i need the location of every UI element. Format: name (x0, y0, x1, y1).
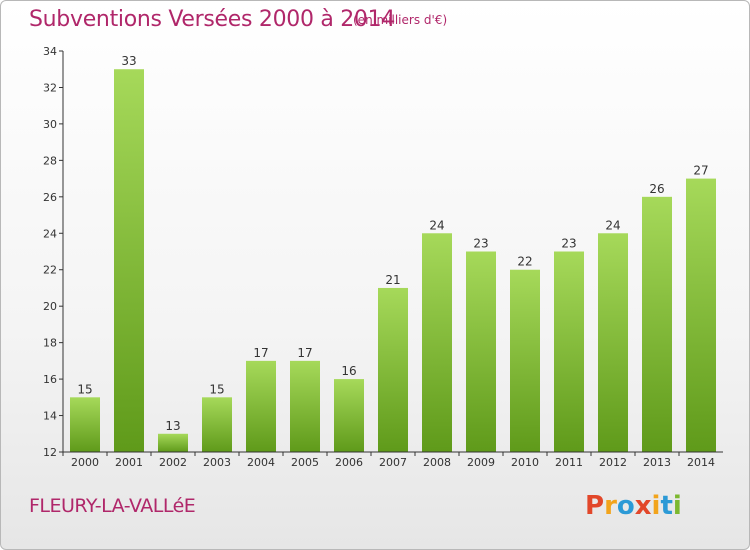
logo-letter: r (604, 491, 617, 521)
x-tick-label-2002: 2002 (159, 456, 187, 469)
x-tick-label-2007: 2007 (379, 456, 407, 469)
bars-group: 15 33 13 15 17 17 16 21 24 23 22 23 24 26 27 (70, 54, 716, 453)
bar-2007 (378, 287, 408, 452)
data-label-2000: 15 (77, 382, 92, 396)
logo-letter: t (660, 491, 673, 521)
y-tick-label-26: 26 (43, 191, 57, 204)
y-tick-label-22: 22 (43, 264, 57, 277)
chart-subtitle: (en milliers d'€) (353, 13, 448, 27)
y-tick-label-28: 28 (43, 154, 57, 167)
x-tick-label-2003: 2003 (203, 456, 231, 469)
x-tick-label-2014: 2014 (687, 456, 715, 469)
x-tick-label-2009: 2009 (467, 456, 495, 469)
bar-2008 (422, 233, 452, 452)
bar-2006 (334, 379, 364, 452)
x-tick-label-2000: 2000 (71, 456, 99, 469)
x-tick-label-2013: 2013 (643, 456, 671, 469)
bar-2011 (554, 251, 584, 452)
data-label-2003: 15 (209, 382, 224, 396)
bar-2001 (114, 69, 144, 453)
x-tick-label-2008: 2008 (423, 456, 451, 469)
bar-2005 (290, 360, 320, 452)
data-label-2007: 21 (385, 273, 400, 287)
bar-2002 (158, 433, 188, 452)
axes-group: 2000 2001 2002 2003 2004 2005 2006 2007 2008 2009… (43, 45, 723, 469)
data-label-2011: 23 (561, 237, 576, 251)
data-label-2012: 24 (605, 218, 620, 232)
data-label-2001: 33 (121, 54, 136, 68)
logo-letter: P (585, 491, 605, 521)
x-tick-label-2004: 2004 (247, 456, 275, 469)
data-label-2008: 24 (429, 218, 444, 232)
proxiti-logo[interactable]: Proxiti (585, 491, 682, 521)
x-tick-label-2001: 2001 (115, 456, 143, 469)
logo-letter: o (616, 491, 635, 521)
y-tick-label-14: 14 (43, 410, 57, 423)
bar-2013 (642, 196, 672, 452)
bar-2004 (246, 360, 276, 452)
logo-letter: x (634, 491, 652, 521)
y-tick-label-30: 30 (43, 118, 57, 131)
logo-letter: i (672, 491, 682, 521)
logo-letter: i (651, 491, 661, 521)
bar-2009 (466, 251, 496, 452)
x-tick-label-2005: 2005 (291, 456, 319, 469)
bar-2003 (202, 397, 232, 452)
data-label-2013: 26 (649, 182, 664, 196)
y-tick-label-16: 16 (43, 373, 57, 386)
bar-2014 (686, 178, 716, 452)
y-tick-label-12: 12 (43, 446, 57, 459)
chart-title: Subventions Versées 2000 à 2014 (29, 7, 396, 32)
data-label-2010: 22 (517, 255, 532, 269)
y-tick-label-20: 20 (43, 300, 57, 313)
y-tick-label-18: 18 (43, 337, 57, 350)
y-tick-label-32: 32 (43, 81, 57, 94)
y-tick-label-24: 24 (43, 227, 57, 240)
data-label-2002: 13 (165, 419, 180, 433)
commune-name: FLEURY-LA-VALLéE (29, 495, 196, 517)
data-label-2005: 17 (297, 346, 312, 360)
data-label-2004: 17 (253, 346, 268, 360)
x-tick-label-2012: 2012 (599, 456, 627, 469)
bar-2012 (598, 233, 628, 452)
x-tick-label-2010: 2010 (511, 456, 539, 469)
data-label-2006: 16 (341, 364, 356, 378)
bar-2010 (510, 269, 540, 452)
x-tick-label-2006: 2006 (335, 456, 363, 469)
bar-2000 (70, 397, 100, 452)
data-label-2014: 27 (693, 164, 708, 178)
x-tick-label-2011: 2011 (555, 456, 583, 469)
y-tick-label-34: 34 (43, 45, 57, 58)
data-label-2009: 23 (473, 237, 488, 251)
